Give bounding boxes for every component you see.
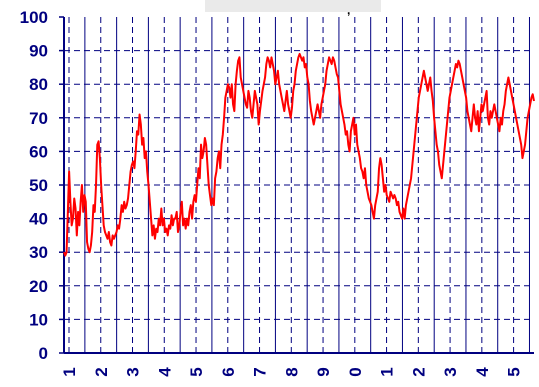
title-fragment-text: , [347,3,351,17]
x-tick-label: 2 [92,367,111,376]
grid-layer [64,17,534,353]
x-tick-labels: 1 2 3 4 5 6 7 8 9 0 1 2 3 4 5 [60,367,524,377]
y-tick-label: 50 [29,176,48,195]
y-tick-label: 100 [20,8,48,27]
x-tick-label: 8 [282,367,301,376]
series-line [63,52,535,257]
x-tick-label: 1 [378,367,397,376]
x-tick-label: 9 [314,367,333,376]
x-tick-label: 1 [60,367,79,376]
y-tick-label: 30 [29,243,48,262]
y-tick-label: 70 [29,109,48,128]
x-tick-label: 4 [155,367,174,377]
y-tick-label: 40 [29,210,48,229]
y-tick-label: 60 [29,142,48,161]
x-tick-label: 2 [409,367,428,376]
x-tick-label: 7 [251,367,270,376]
y-tick-label: 90 [29,42,48,61]
y-tick-label: 0 [39,344,48,363]
axis-layer [59,16,534,354]
series-layer [63,52,535,257]
x-tick-label: 6 [219,367,238,376]
x-tick-label: 0 [346,367,365,376]
x-tick-label: 5 [187,367,206,376]
y-tick-label: 10 [29,310,48,329]
y-tick-labels: 0 10 20 30 40 50 60 70 80 90 100 [20,8,48,363]
x-tick-label: 3 [441,367,460,376]
x-tick-label: 4 [473,367,492,377]
title-fragment-comma: , [347,1,353,16]
y-tick-label: 20 [29,277,48,296]
chart-title-box [205,0,381,12]
x-tick-label: 3 [124,367,143,376]
y-tick-label: 80 [29,75,48,94]
x-tick-label: 5 [505,367,524,376]
